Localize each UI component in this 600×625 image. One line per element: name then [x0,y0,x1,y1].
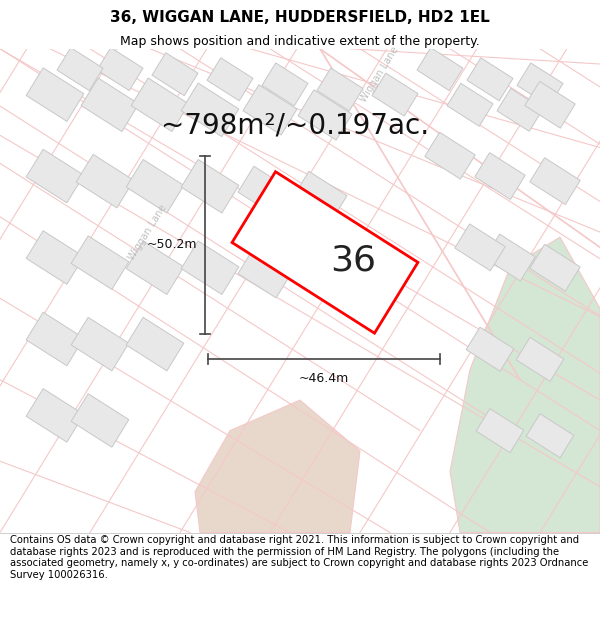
Polygon shape [126,241,184,294]
Text: 36: 36 [330,244,376,278]
Polygon shape [71,236,129,289]
Polygon shape [485,234,535,281]
Polygon shape [26,68,84,121]
Polygon shape [530,244,580,291]
Polygon shape [372,73,418,116]
Text: Wiggan Lane: Wiggan Lane [359,44,401,104]
Polygon shape [26,231,84,284]
Polygon shape [525,81,575,128]
Polygon shape [417,48,463,91]
Polygon shape [131,78,189,131]
Text: ~798m²/~0.197ac.: ~798m²/~0.197ac. [161,111,429,139]
Polygon shape [238,248,292,298]
Polygon shape [71,394,129,448]
Polygon shape [238,166,292,216]
Polygon shape [450,237,600,532]
Polygon shape [181,159,239,213]
Polygon shape [26,312,84,366]
Polygon shape [262,63,308,106]
Polygon shape [298,90,352,140]
Polygon shape [232,172,418,333]
Polygon shape [243,85,297,135]
Polygon shape [517,63,563,106]
Polygon shape [57,48,103,91]
Polygon shape [126,318,184,371]
Text: Contains OS data © Crown copyright and database right 2021. This information is : Contains OS data © Crown copyright and d… [10,535,588,580]
Polygon shape [317,68,363,111]
Polygon shape [425,132,475,179]
Polygon shape [293,171,347,221]
Polygon shape [81,78,139,131]
Text: Wiggan Lane: Wiggan Lane [127,202,169,262]
Polygon shape [475,152,525,199]
Polygon shape [26,389,84,442]
Polygon shape [152,52,198,96]
Polygon shape [497,88,543,131]
Text: Map shows position and indicative extent of the property.: Map shows position and indicative extent… [120,35,480,48]
Polygon shape [97,48,143,91]
Polygon shape [181,83,239,137]
Polygon shape [26,149,84,203]
Text: 36, WIGGAN LANE, HUDDERSFIELD, HD2 1EL: 36, WIGGAN LANE, HUDDERSFIELD, HD2 1EL [110,10,490,25]
Polygon shape [76,154,134,208]
Text: ~46.4m: ~46.4m [299,372,349,384]
Polygon shape [207,58,253,101]
Polygon shape [455,224,505,271]
Polygon shape [516,338,564,381]
Polygon shape [467,58,513,101]
Polygon shape [71,318,129,371]
Polygon shape [530,158,580,204]
Polygon shape [181,241,239,294]
Polygon shape [126,159,184,213]
Polygon shape [195,400,360,532]
Polygon shape [466,327,514,371]
Polygon shape [476,409,524,452]
Polygon shape [526,414,574,458]
Text: ~50.2m: ~50.2m [146,238,197,251]
Polygon shape [447,83,493,126]
